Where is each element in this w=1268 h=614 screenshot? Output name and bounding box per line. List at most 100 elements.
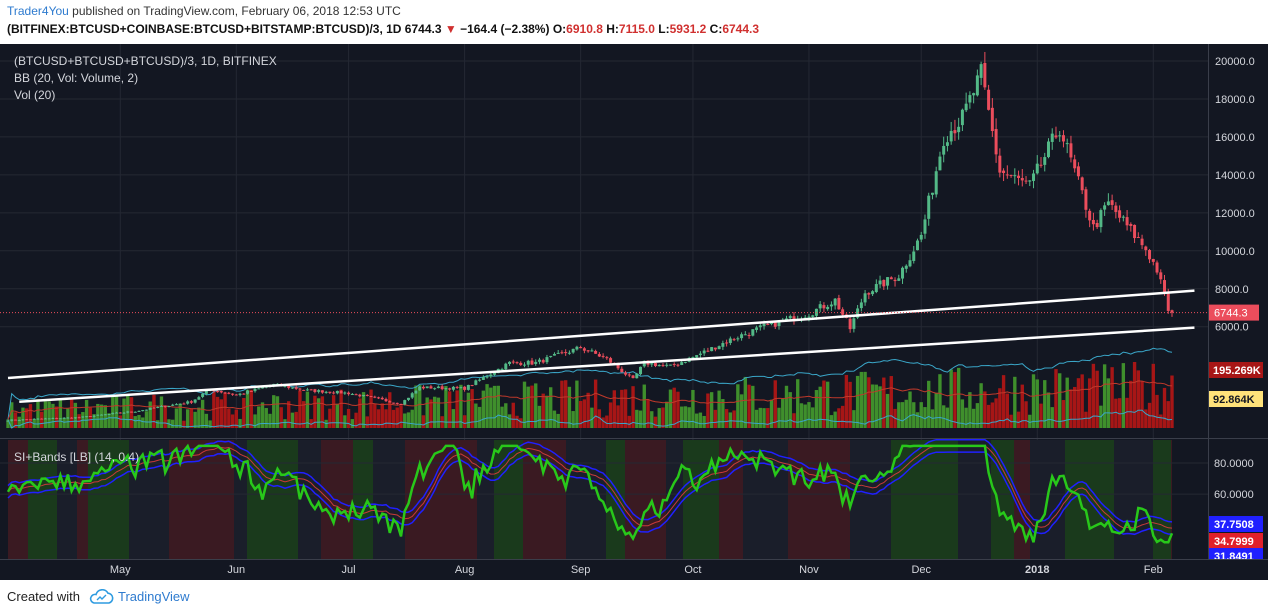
si-zone bbox=[1171, 440, 1172, 559]
candle-up bbox=[410, 393, 414, 398]
volume-bar-up bbox=[683, 406, 688, 428]
volume-bar-down bbox=[623, 389, 628, 428]
volume-bar-up bbox=[148, 401, 152, 428]
candle-up bbox=[186, 401, 190, 404]
volume-bar-down bbox=[616, 405, 620, 428]
volume-bar-down bbox=[358, 398, 362, 428]
candle-down bbox=[706, 350, 710, 352]
candle-down bbox=[182, 403, 186, 405]
volume-bar-down bbox=[1084, 411, 1088, 428]
candle-up bbox=[406, 397, 410, 400]
si-zone bbox=[1080, 440, 1114, 559]
volume-bar-up bbox=[964, 407, 968, 428]
volume-bar-up bbox=[1106, 378, 1111, 428]
candle-down bbox=[332, 392, 336, 394]
author-link[interactable]: Trader4You bbox=[7, 4, 69, 18]
volume-ma-tag-label: 92.864K bbox=[1213, 394, 1255, 406]
volume-bar-down bbox=[1125, 397, 1129, 428]
candle-down bbox=[365, 394, 369, 396]
candle-down bbox=[13, 419, 17, 421]
candle-up bbox=[930, 192, 934, 195]
candle-down bbox=[597, 354, 601, 357]
volume-bar-down bbox=[706, 393, 710, 428]
candle-up bbox=[545, 357, 549, 363]
volume-bar-up bbox=[863, 371, 867, 428]
candle-up bbox=[178, 403, 182, 405]
candle-down bbox=[1095, 222, 1099, 228]
volume-bar-down bbox=[339, 389, 343, 428]
candle-down bbox=[882, 279, 886, 287]
time-tick-label: 2018 bbox=[1025, 564, 1049, 576]
volume-bar-up bbox=[874, 384, 879, 428]
volume-bar-up bbox=[788, 392, 792, 428]
volume-bar-up bbox=[698, 412, 703, 428]
tradingview-link[interactable]: TradingView bbox=[118, 589, 190, 604]
candle-up bbox=[923, 219, 927, 234]
candle-up bbox=[238, 393, 242, 395]
candle-up bbox=[257, 388, 261, 390]
volume-bar-up bbox=[481, 390, 486, 428]
volume-bar-down bbox=[631, 386, 635, 428]
candle-down bbox=[302, 389, 306, 391]
candle-up bbox=[777, 320, 781, 327]
volume-bar-down bbox=[189, 408, 194, 428]
candle-down bbox=[1151, 258, 1155, 262]
volume-bar-up bbox=[739, 394, 744, 428]
candle-down bbox=[395, 402, 399, 404]
candle-down bbox=[601, 355, 605, 357]
candle-down bbox=[1144, 246, 1148, 251]
volume-bar-down bbox=[399, 405, 403, 428]
candle-up bbox=[159, 405, 163, 407]
candle-up bbox=[859, 302, 863, 309]
candle-up bbox=[788, 316, 792, 319]
volume-bar-down bbox=[792, 413, 796, 428]
price-tick-label: 10000.0 bbox=[1215, 246, 1255, 258]
volume-bar-down bbox=[1091, 363, 1096, 428]
volume-bar-down bbox=[605, 415, 609, 428]
candle-up bbox=[721, 343, 725, 347]
candle-down bbox=[470, 384, 474, 386]
volume-bar-up bbox=[825, 381, 830, 428]
candle-up bbox=[504, 363, 508, 370]
candle-down bbox=[867, 293, 871, 295]
volume-bar-up bbox=[799, 403, 804, 428]
candle-up bbox=[36, 418, 40, 420]
volume-bar-down bbox=[586, 392, 590, 428]
volume-bar-down bbox=[840, 405, 845, 428]
volume-bar-up bbox=[814, 390, 819, 428]
volume-bar-down bbox=[1151, 363, 1155, 428]
volume-bar-up bbox=[777, 407, 781, 428]
volume-bar-up bbox=[141, 417, 145, 428]
candle-up bbox=[403, 400, 407, 405]
si-zone bbox=[373, 440, 405, 559]
volume-bar-down bbox=[1005, 393, 1010, 428]
candle-down bbox=[216, 391, 220, 393]
chart-canvas[interactable]: 6000.0 8000.0 10000.0 12000.0 14000.0 16000.0… bbox=[0, 44, 1268, 580]
si-zone bbox=[247, 440, 265, 559]
candle-up bbox=[193, 399, 197, 403]
si-tick-label: 80.0000 bbox=[1214, 458, 1254, 470]
candle-down bbox=[841, 309, 845, 315]
volume-bar-up bbox=[968, 392, 972, 428]
volume-bar-down bbox=[369, 389, 373, 428]
si-zone bbox=[850, 440, 891, 559]
candle-down bbox=[1039, 164, 1043, 166]
down-arrow-icon: ▼ bbox=[444, 22, 457, 36]
candle-down bbox=[1024, 180, 1028, 182]
volume-bar-down bbox=[582, 399, 587, 428]
volume-bar-down bbox=[986, 404, 991, 428]
candle-down bbox=[249, 390, 253, 392]
candle-up bbox=[668, 364, 672, 366]
volume-bar-down bbox=[40, 411, 44, 428]
volume-bar-up bbox=[10, 402, 14, 428]
volume-bar-down bbox=[541, 393, 545, 428]
volume-bar-down bbox=[601, 417, 605, 428]
volume-bar-up bbox=[316, 398, 321, 428]
price-tick-label: 12000.0 bbox=[1215, 208, 1255, 220]
volume-bar-down bbox=[1162, 387, 1167, 428]
candle-down bbox=[328, 391, 332, 393]
candle-up bbox=[897, 278, 901, 281]
volume-bar-down bbox=[219, 399, 224, 428]
candle-down bbox=[1088, 210, 1092, 221]
candle-down bbox=[1140, 238, 1144, 246]
